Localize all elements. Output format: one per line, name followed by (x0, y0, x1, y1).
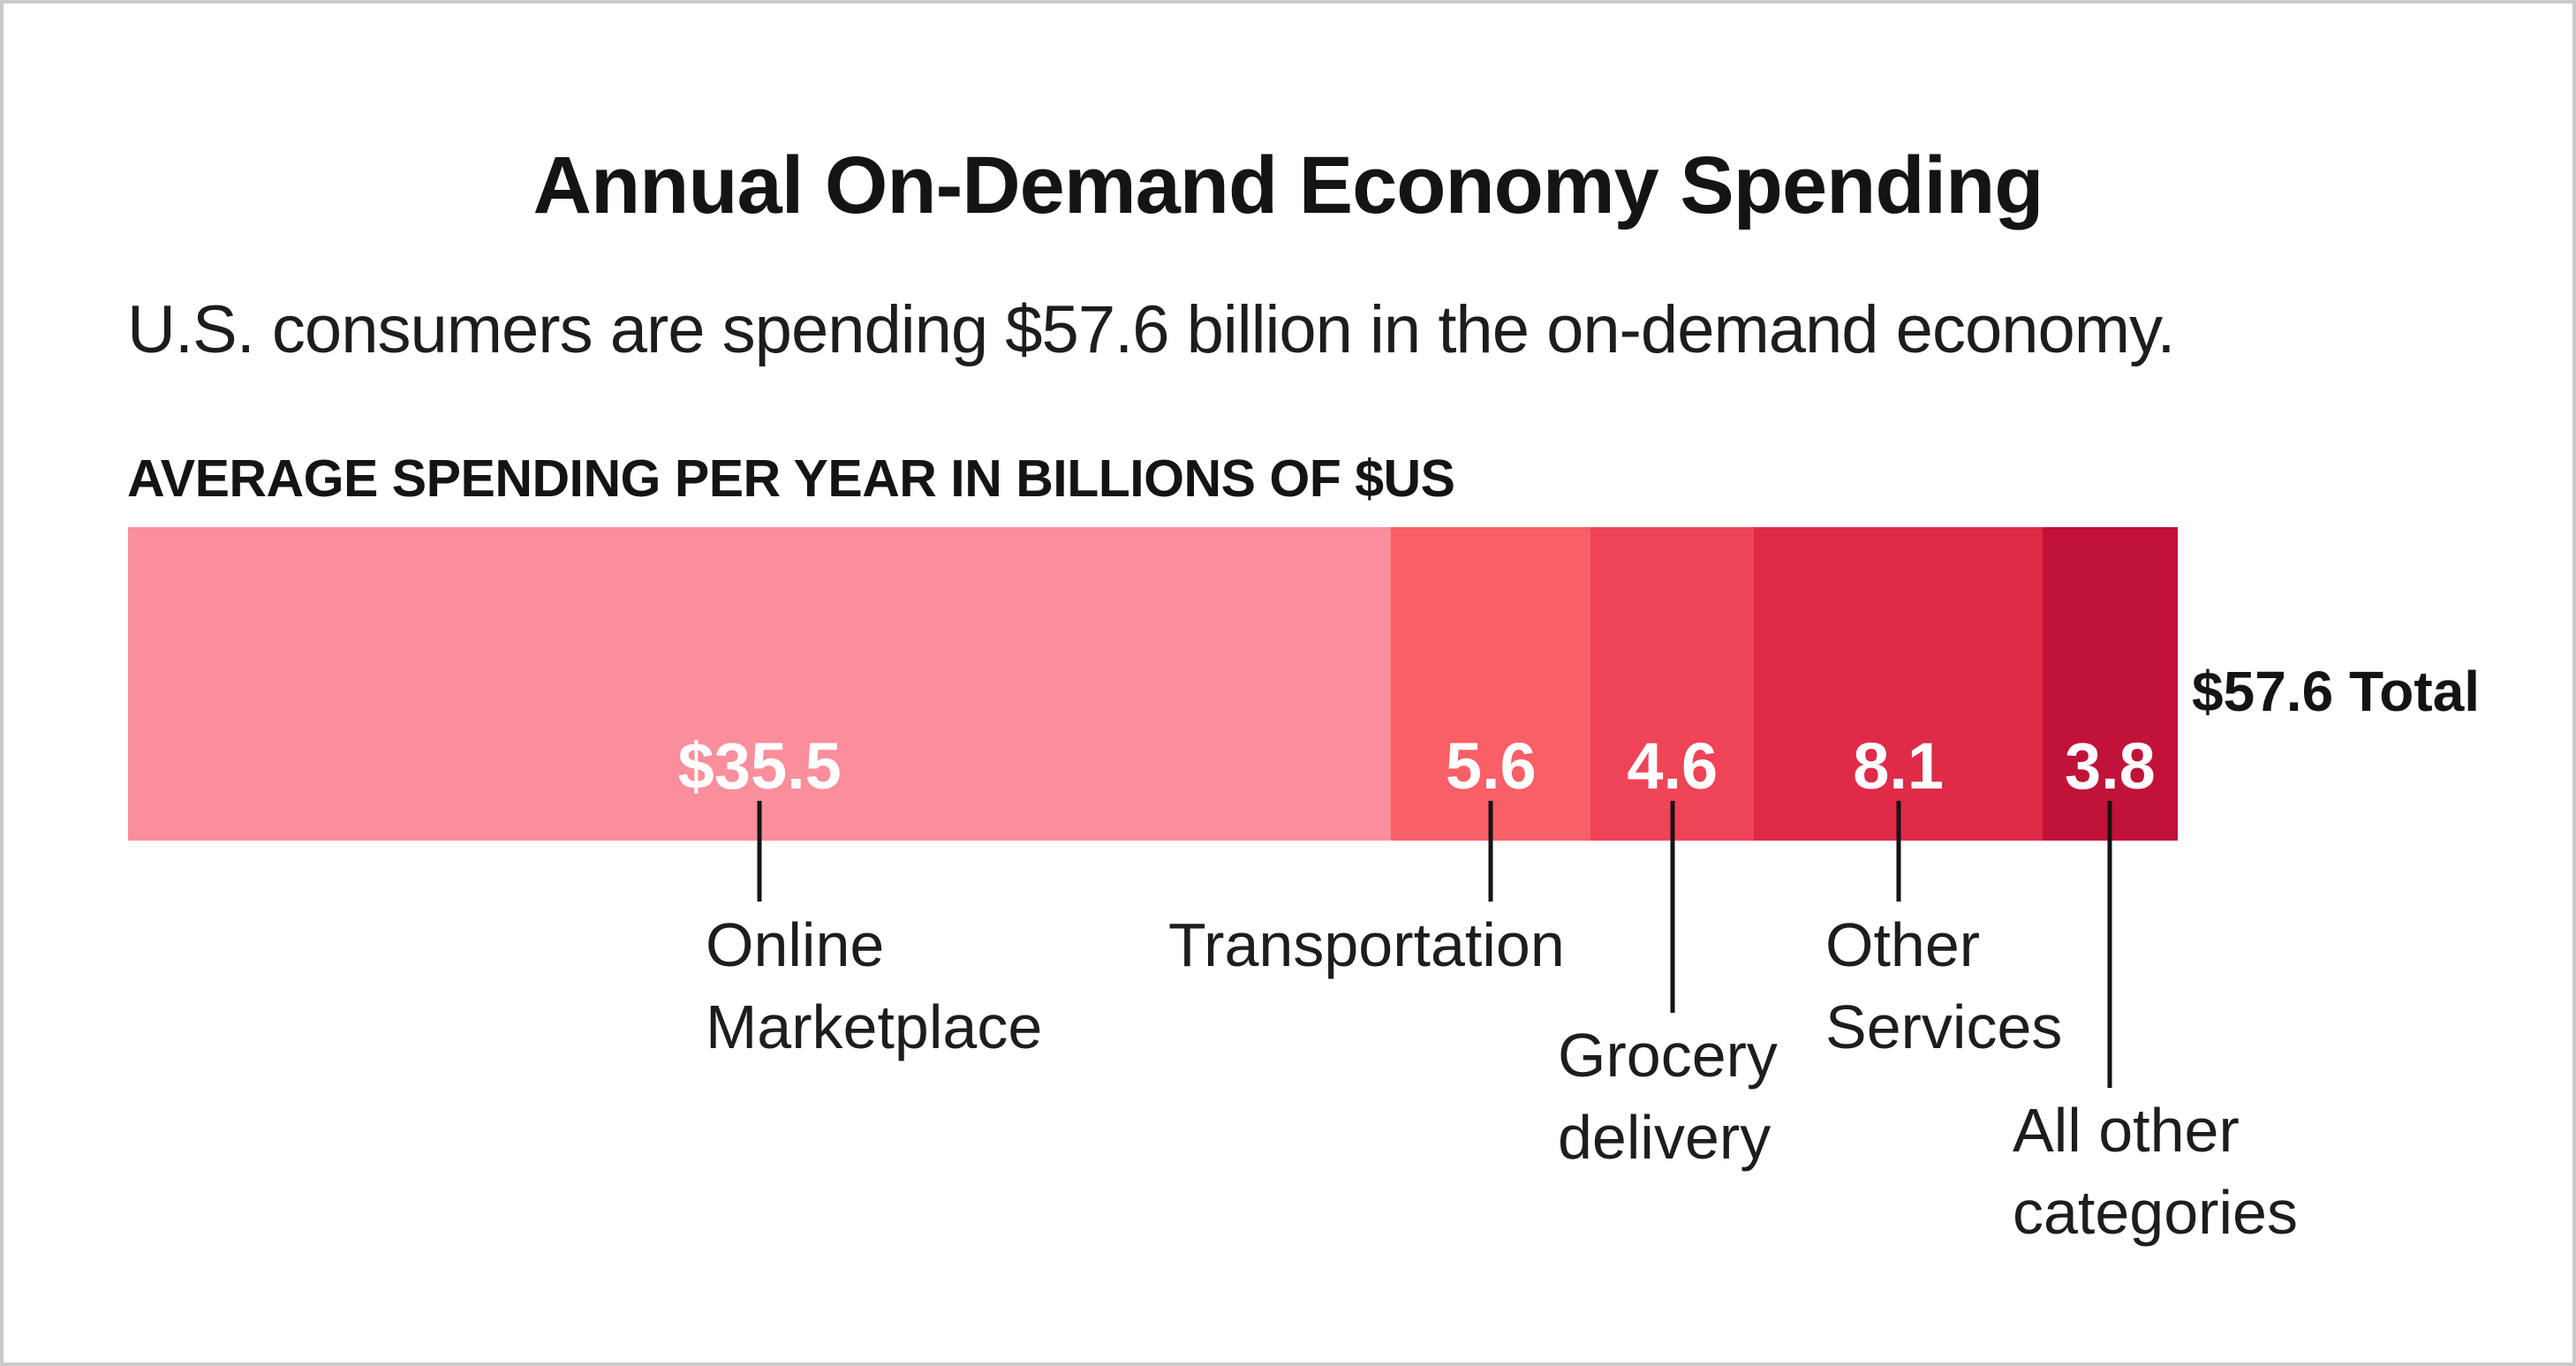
chart-subtitle: U.S. consumers are spending $57.6 billio… (127, 292, 2176, 367)
bar-segment-4: 3.8 (2042, 527, 2178, 841)
category-label-online-marketplace: Online Marketplace (706, 910, 1043, 1061)
segment-value-label: 8.1 (1853, 729, 1945, 803)
category-label-transportation: Transportation (1168, 910, 1565, 979)
segment-value-label: 5.6 (1445, 729, 1537, 803)
callout-line-grocery-delivery (1670, 801, 1675, 1013)
segment-value-label: 4.6 (1627, 729, 1719, 803)
bar-caption: AVERAGE SPENDING PER YEAR IN BILLIONS OF… (127, 449, 1455, 508)
callout-line-online-marketplace (757, 801, 762, 902)
stacked-bar: $35.5 5.6 4.6 8.1 3.8 (128, 527, 2178, 841)
callout-line-other-services (1896, 801, 1901, 902)
bar-segment-2: 4.6 (1590, 527, 1755, 841)
segment-value-label: $35.5 (677, 729, 842, 803)
bar-segment-0: $35.5 (128, 527, 1392, 841)
category-label-grocery-delivery: Grocery delivery (1558, 1021, 1778, 1172)
callout-line-transportation (1488, 801, 1493, 902)
chart-title: Annual On-Demand Economy Spending (533, 140, 2044, 230)
total-label: $57.6 Total (2192, 660, 2481, 723)
category-label-other-services: Other Services (1825, 910, 2063, 1061)
category-label-all-other-categories: All other categories (2013, 1096, 2298, 1247)
bar-segment-1: 5.6 (1391, 527, 1591, 841)
callout-line-all-other-categories (2107, 801, 2112, 1088)
bar-segment-3: 8.1 (1754, 527, 2043, 841)
segment-value-label: 3.8 (2064, 729, 2156, 803)
